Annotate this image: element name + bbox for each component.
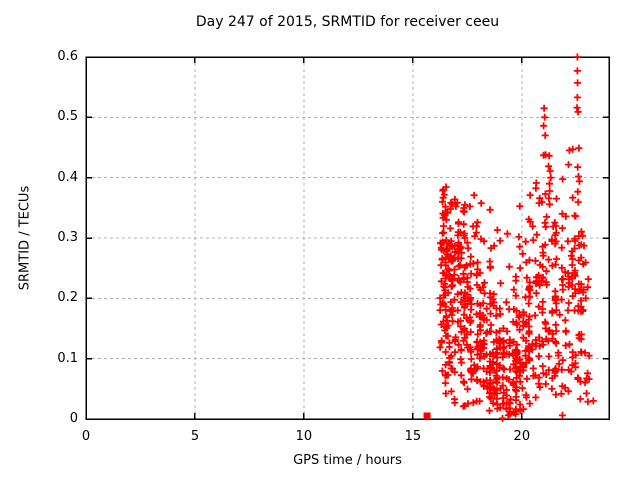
x-tick-label: 20 xyxy=(513,429,531,444)
y-tick-label: 0.2 xyxy=(57,290,78,306)
chart-title: Day 247 of 2015, SRMTID for receiver cee… xyxy=(195,14,500,30)
y-tick-label: 0.4 xyxy=(57,169,78,185)
y-tick-label: 0 xyxy=(69,411,78,426)
y-tick-label: 0.6 xyxy=(57,49,78,64)
axis-ticks xyxy=(85,56,609,420)
x-tick-label: 10 xyxy=(295,429,313,444)
data-points xyxy=(436,53,597,422)
x-axis-label: GPS time / hours xyxy=(293,453,402,468)
y-tick-label: 0.3 xyxy=(57,230,78,245)
x-tick-label: 0 xyxy=(81,429,91,444)
x-tick-label: 5 xyxy=(190,429,200,444)
grid-lines xyxy=(86,57,609,419)
x-tick-label: 15 xyxy=(404,429,422,444)
square-marker xyxy=(423,412,431,420)
y-tick-label: 0.5 xyxy=(57,109,78,125)
y-tick-label: 0.1 xyxy=(57,350,78,366)
